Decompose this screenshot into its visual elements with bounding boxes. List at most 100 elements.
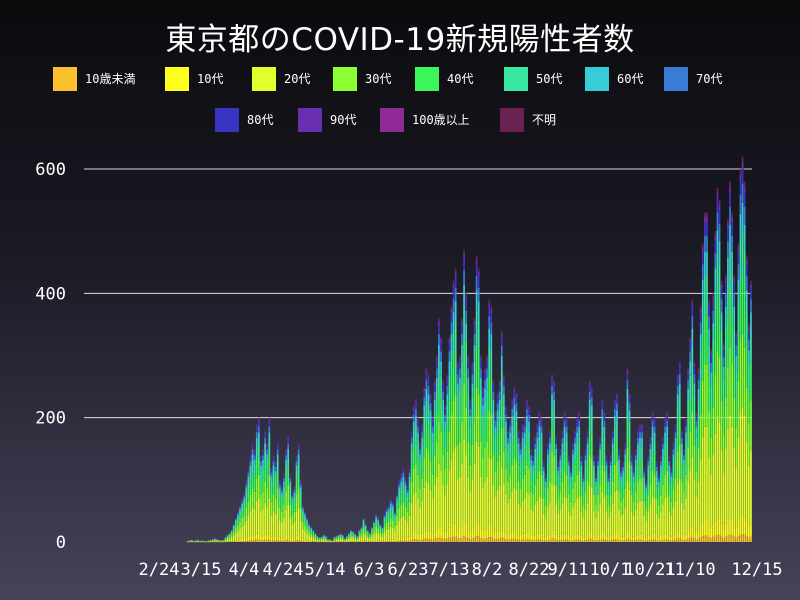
bar-segment (496, 421, 499, 440)
bar-segment (435, 368, 438, 378)
bar-segment (628, 397, 631, 404)
bar-segment (308, 523, 310, 525)
bar-segment (729, 516, 731, 535)
bar-segment (257, 441, 260, 457)
bar-segment (423, 391, 426, 398)
bar-segment (463, 253, 465, 255)
bar-segment (467, 390, 470, 414)
bar-segment (251, 454, 254, 462)
bar-stack (293, 486, 296, 542)
bar-segment (741, 333, 744, 408)
bar-segment (680, 464, 683, 482)
bar-stack (467, 355, 470, 542)
bar-segment (398, 484, 401, 488)
bar-segment (523, 419, 526, 422)
bar-stack (565, 417, 568, 542)
bar-segment (268, 421, 271, 427)
bar-segment (538, 436, 541, 452)
bar-segment (237, 511, 239, 514)
bar-segment (410, 502, 413, 535)
bar-stack (442, 380, 444, 542)
bar-segment (563, 420, 566, 428)
bar-segment (322, 535, 325, 536)
bar-segment (281, 522, 283, 539)
bar-stack (670, 467, 673, 542)
bar-segment (651, 415, 654, 421)
bar-segment (647, 461, 650, 466)
bar-segment (632, 501, 635, 516)
bar-segment (239, 511, 241, 517)
bar-segment (724, 278, 727, 279)
bar-segment (655, 476, 658, 487)
bar-segment (482, 538, 484, 542)
bar-segment (563, 471, 566, 497)
bar-segment (526, 401, 528, 404)
bar-segment (417, 456, 419, 475)
bar-segment (461, 324, 463, 334)
bar-segment (465, 310, 468, 324)
bar-segment (613, 531, 616, 540)
bar-stack (402, 467, 405, 542)
bar-segment (601, 399, 604, 401)
bar-segment (456, 383, 459, 396)
bar-segment (459, 368, 461, 378)
bar-segment (722, 434, 725, 473)
bar-segment (611, 437, 614, 444)
bar-segment (697, 538, 700, 542)
bar-segment (630, 511, 633, 536)
bar-segment (249, 540, 252, 542)
bar-segment (260, 495, 262, 512)
bar-segment (322, 539, 325, 542)
bar-segment (268, 498, 271, 534)
bar-segment (306, 521, 308, 525)
bar-segment (643, 515, 646, 537)
bar-segment (748, 327, 750, 331)
bar-stack (653, 417, 656, 542)
bar-segment (362, 528, 365, 534)
bar-segment (674, 423, 677, 426)
bar-segment (440, 343, 442, 352)
bar-segment (735, 345, 738, 356)
bar-segment (341, 535, 344, 536)
bar-segment (628, 539, 631, 542)
bar-segment (299, 487, 302, 492)
bar-segment (297, 445, 300, 450)
bar-segment (634, 450, 637, 452)
bar-segment (276, 445, 279, 450)
bar-segment (431, 432, 434, 442)
bar-segment (431, 539, 434, 542)
bar-stack (668, 454, 671, 542)
bar-segment (448, 343, 451, 352)
bar-segment (735, 537, 738, 542)
bar-segment (410, 431, 413, 434)
bar-segment (538, 471, 541, 497)
y-tick-label: 200 (35, 409, 66, 429)
bar-segment (253, 448, 256, 450)
bar-segment (576, 474, 579, 499)
bar-segment (685, 533, 687, 540)
bar-segment (415, 491, 417, 532)
bar-segment (567, 454, 570, 457)
bar-segment (375, 519, 377, 523)
bar-segment (415, 464, 417, 492)
bar-segment (607, 481, 610, 487)
bar-segment (312, 530, 315, 532)
bar-segment (521, 427, 524, 433)
bar-segment (551, 379, 553, 386)
bar-segment (251, 445, 254, 450)
bar-segment (605, 535, 608, 541)
bar-segment (680, 443, 683, 452)
bar-segment (597, 457, 599, 462)
bar-segment (243, 541, 246, 542)
bar-stack (383, 514, 386, 542)
bar-segment (603, 427, 606, 437)
bar-segment (385, 518, 388, 524)
bar-segment (257, 533, 260, 540)
bar-segment (534, 439, 537, 444)
bar-segment (678, 361, 681, 365)
bar-segment (243, 524, 246, 539)
bar-segment (448, 527, 451, 538)
bar-segment (425, 481, 428, 530)
bar-segment (555, 439, 558, 444)
bar-segment (358, 531, 361, 534)
